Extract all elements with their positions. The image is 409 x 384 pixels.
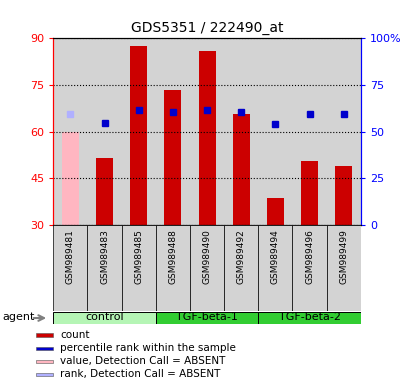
- Bar: [155, 312, 258, 324]
- Bar: [266, 198, 283, 225]
- Text: GSM989499: GSM989499: [338, 229, 347, 284]
- Text: GSM989488: GSM989488: [168, 229, 177, 284]
- Text: GSM989483: GSM989483: [100, 229, 109, 284]
- Text: GSM989485: GSM989485: [134, 229, 143, 284]
- Bar: [121, 38, 155, 225]
- Text: percentile rank within the sample: percentile rank within the sample: [61, 343, 236, 353]
- Bar: [189, 225, 224, 311]
- Text: TGF-beta-1: TGF-beta-1: [176, 313, 237, 323]
- Text: agent: agent: [3, 312, 35, 322]
- Bar: [53, 38, 87, 225]
- Text: rank, Detection Call = ABSENT: rank, Detection Call = ABSENT: [61, 369, 220, 379]
- Bar: [189, 38, 224, 225]
- Bar: [87, 225, 121, 311]
- Bar: [334, 166, 351, 225]
- Text: GSM989481: GSM989481: [66, 229, 75, 284]
- Text: value, Detection Call = ABSENT: value, Detection Call = ABSENT: [61, 356, 225, 366]
- Bar: [155, 225, 189, 311]
- Title: GDS5351 / 222490_at: GDS5351 / 222490_at: [130, 21, 283, 35]
- Bar: [326, 38, 360, 225]
- Bar: [258, 38, 292, 225]
- Bar: [198, 51, 215, 225]
- Bar: [258, 225, 292, 311]
- Text: TGF-beta-2: TGF-beta-2: [278, 313, 340, 323]
- Bar: [155, 38, 189, 225]
- Text: GSM989494: GSM989494: [270, 229, 279, 284]
- Bar: [36, 333, 53, 337]
- Bar: [164, 89, 181, 225]
- Text: count: count: [61, 330, 90, 340]
- Bar: [121, 225, 155, 311]
- Bar: [53, 312, 155, 324]
- Bar: [62, 131, 79, 225]
- Text: GSM989490: GSM989490: [202, 229, 211, 284]
- Bar: [53, 225, 87, 311]
- Bar: [87, 38, 121, 225]
- Bar: [232, 114, 249, 225]
- Bar: [36, 360, 53, 363]
- Bar: [224, 225, 258, 311]
- Bar: [300, 161, 317, 225]
- Bar: [96, 158, 113, 225]
- Bar: [326, 225, 360, 311]
- Text: GSM989492: GSM989492: [236, 229, 245, 284]
- Bar: [36, 346, 53, 350]
- Bar: [36, 373, 53, 376]
- Bar: [292, 38, 326, 225]
- Bar: [224, 38, 258, 225]
- Text: GSM989496: GSM989496: [304, 229, 313, 284]
- Text: control: control: [85, 313, 124, 323]
- Bar: [258, 312, 360, 324]
- Bar: [292, 225, 326, 311]
- Bar: [130, 46, 147, 225]
